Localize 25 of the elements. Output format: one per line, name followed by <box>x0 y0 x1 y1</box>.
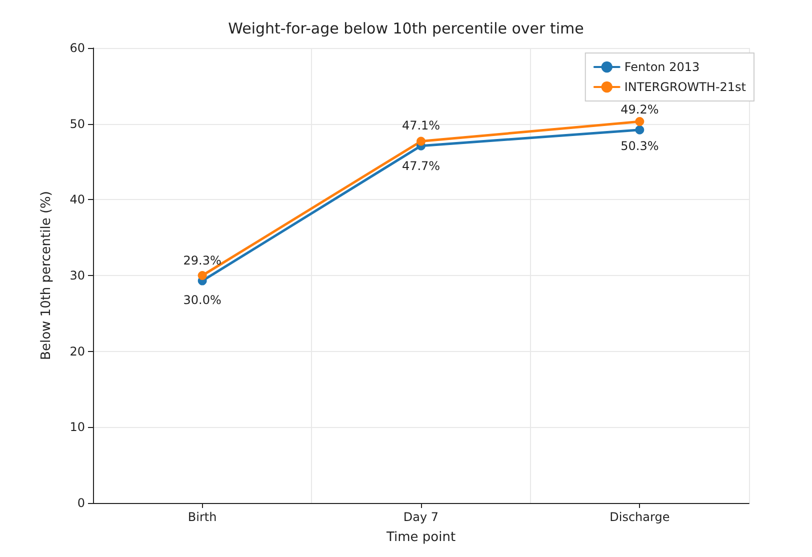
y-tick-label: 40 <box>70 192 85 207</box>
x-tick-label: Birth <box>188 510 217 524</box>
data-label: 30.0% <box>183 293 222 307</box>
data-label: 50.3% <box>620 139 659 154</box>
data-label: 49.2% <box>620 102 659 116</box>
data-label: 47.7% <box>402 158 440 173</box>
data-label: 47.1% <box>402 118 440 132</box>
point <box>198 271 207 280</box>
chart-title: Weight-for-age below 10th percentile over time <box>228 20 584 38</box>
point <box>635 117 644 126</box>
y-tick-label: 50 <box>70 116 85 131</box>
y-tick-label: 10 <box>70 420 85 434</box>
y-tick-label: 0 <box>77 496 85 510</box>
point <box>635 125 644 134</box>
legend-label: Fenton 2013 <box>624 60 700 74</box>
x-tick-label: Day 7 <box>403 510 439 524</box>
point <box>416 136 426 146</box>
x-axis-title: Time point <box>385 530 456 545</box>
y-tick-label: 60 <box>70 41 85 55</box>
legend-label: INTERGROWTH-21st <box>624 80 746 94</box>
y-tick-label: 20 <box>70 344 85 358</box>
y-axis-title: Below 10th percentile (%) <box>39 191 54 360</box>
x-tick-label: Discharge <box>610 510 670 524</box>
y-tick-label: 30 <box>70 268 85 282</box>
data-label: 29.3% <box>183 253 222 268</box>
